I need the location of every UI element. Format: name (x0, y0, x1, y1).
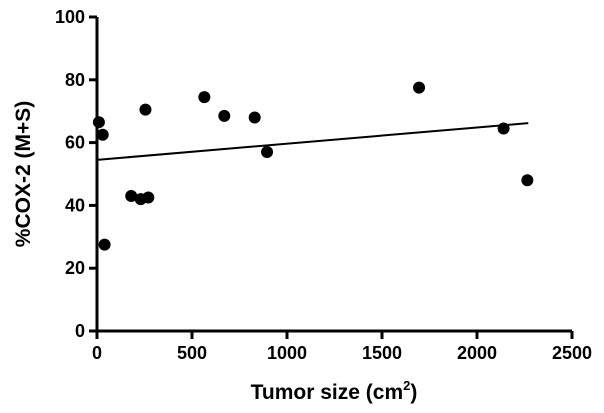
data-point (198, 91, 211, 104)
data-point (248, 111, 261, 124)
x-tick-label: 0 (92, 343, 102, 363)
data-point (125, 189, 138, 202)
x-tick-label: 2000 (457, 343, 497, 363)
x-axis-ticks: 0 500 1000 1500 2000 2500 (92, 331, 592, 363)
x-tick-label: 1500 (362, 343, 402, 363)
x-axis-title-superscript: 2 (403, 378, 410, 393)
data-point (497, 122, 510, 135)
data-point (139, 103, 152, 116)
regression-line (96, 122, 529, 161)
x-tick-label: 2500 (552, 343, 592, 363)
y-tick-label: 0 (75, 321, 85, 341)
data-point (521, 174, 534, 187)
data-point (261, 146, 274, 159)
x-tick-label: 500 (177, 343, 207, 363)
x-axis-title: Tumor size (cm2) (251, 378, 418, 404)
y-axis-title: %COX-2 (M+S) (12, 101, 35, 247)
y-tick-label: 80 (65, 70, 85, 90)
data-point (218, 109, 231, 122)
data-point (413, 81, 426, 94)
y-tick-label: 40 (65, 195, 85, 215)
y-tick-label: 100 (55, 7, 85, 27)
x-axis-title-suffix: ) (410, 381, 417, 404)
y-tick-label: 60 (65, 133, 85, 153)
y-axis-ticks: 0 20 40 60 80 100 (55, 7, 97, 341)
x-tick-label: 1000 (267, 343, 307, 363)
data-point (96, 128, 109, 141)
data-point (98, 238, 111, 251)
data-points (92, 81, 534, 251)
x-axis-title-main: Tumor size (cm (251, 381, 403, 404)
data-point (92, 116, 105, 129)
y-tick-label: 20 (65, 258, 85, 278)
data-point (142, 191, 155, 204)
